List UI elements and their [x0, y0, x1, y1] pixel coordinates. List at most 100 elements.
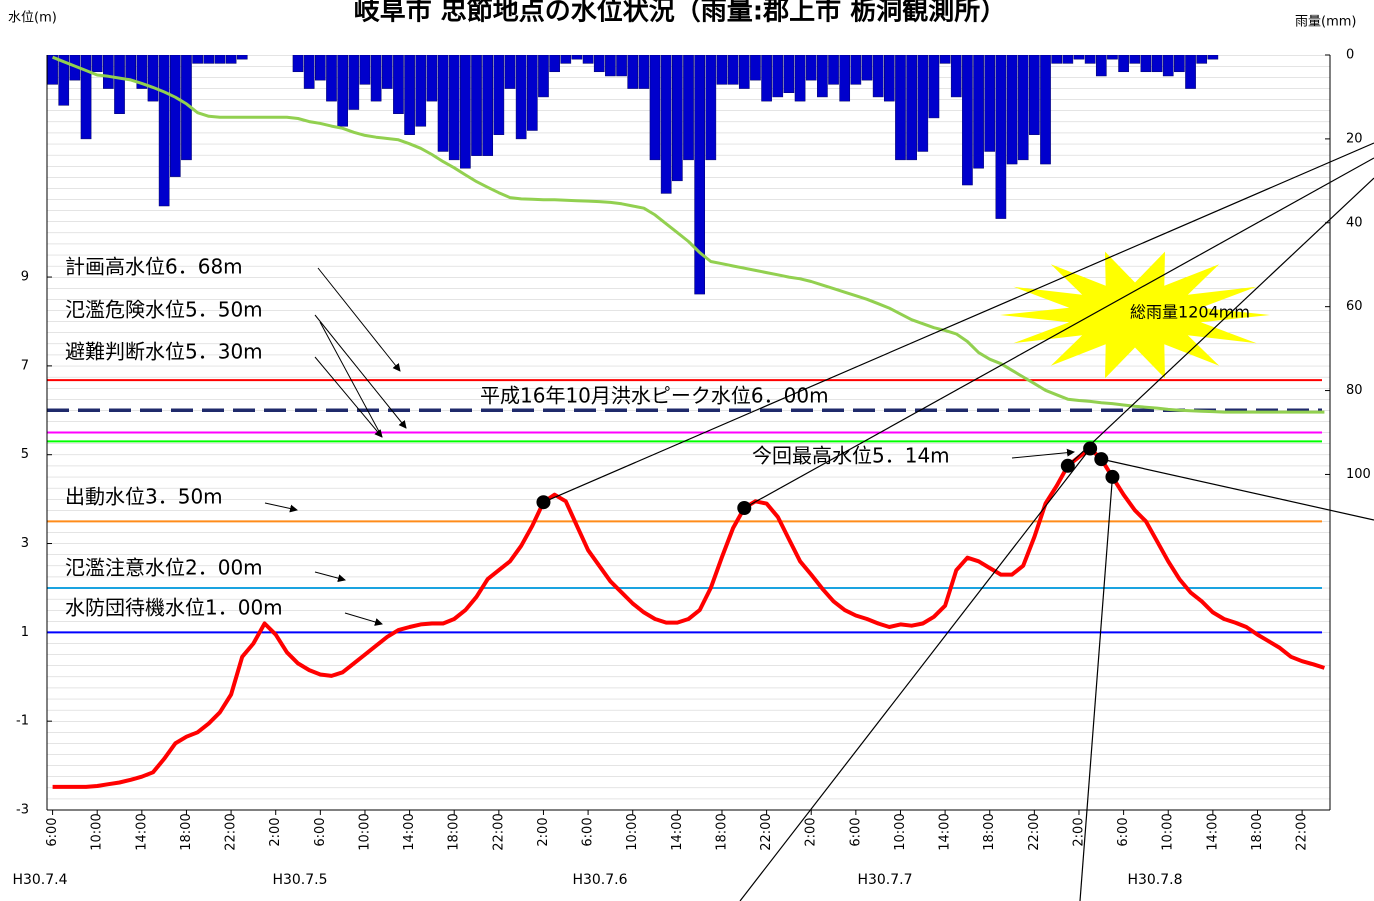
rain-bar [303, 55, 315, 89]
rain-bar [1073, 55, 1085, 60]
rain-bar [861, 55, 873, 81]
rain-bar [381, 55, 393, 89]
rain-bar [738, 55, 750, 89]
rain-bar [883, 55, 895, 102]
rain-bar [1151, 55, 1163, 73]
rain-bar [560, 55, 572, 64]
x-tick-label: 14:00 [670, 813, 685, 850]
rain-bar [1006, 55, 1018, 165]
reference-label: 氾濫危険水位5．50m [65, 298, 263, 322]
chart-title: 岐阜市 忠節地点の水位状況（雨量:郡上市 栃洞観測所） [354, 0, 1007, 27]
rain-bar [359, 55, 371, 85]
highlight-dot [1105, 469, 1120, 484]
rain-bar [828, 55, 839, 85]
y2-tick-label: 100 [1346, 467, 1371, 482]
rain-bar [326, 55, 337, 102]
x-tick-label: 10:00 [625, 813, 640, 850]
rain-bar [1207, 55, 1219, 60]
date-label: H30.7.8 [1127, 872, 1182, 888]
x-tick-label: 6:00 [313, 817, 328, 846]
plot-layer: -3 -1 1 3 5 7 9 0 20 40 60 80 100 6:00 10:00 14:00 18:00… [12, 48, 1374, 901]
x-tick-label: 14:00 [938, 813, 953, 850]
rain-bar [928, 55, 940, 119]
x-tick-label: 18:00 [1250, 813, 1265, 850]
rain-bar [493, 55, 505, 135]
rain-bar [337, 55, 348, 127]
reference-arrow [319, 321, 383, 438]
reference-label: 避難判断水位5．30m [65, 340, 263, 364]
rain-bar [917, 55, 929, 152]
x-tick-label: 22:00 [491, 813, 506, 850]
x-tick-label: 10:00 [90, 813, 105, 850]
rain-bar [1095, 55, 1107, 77]
y2-tick-label: 0 [1346, 48, 1354, 63]
rain-bar [1017, 55, 1029, 161]
x-tick-label: 14:00 [402, 813, 417, 850]
rain-bar [448, 55, 460, 161]
y-tick-label: 9 [21, 270, 29, 285]
date-label: H30.7.5 [272, 872, 327, 888]
reference-arrow [317, 267, 401, 372]
rain-bar [114, 55, 125, 114]
y-tick-label: -1 [16, 714, 29, 729]
rain-bar [1062, 55, 1074, 64]
x-tick-label: 18:00 [714, 813, 729, 850]
x-tick-label: 18:00 [447, 813, 462, 850]
rain-bar [672, 55, 683, 182]
rain-bar [783, 55, 795, 93]
y-tick-label: 3 [21, 536, 29, 551]
highlight-dot [737, 501, 752, 515]
rain-bar [58, 55, 70, 106]
rain-bar [627, 55, 639, 89]
y-tick-label: -3 [16, 803, 29, 818]
rain-bar [471, 55, 482, 156]
rain-bar [192, 55, 203, 64]
x-tick-label: 22:00 [224, 813, 239, 850]
rain-bar [482, 55, 494, 156]
rain-bar [683, 55, 694, 161]
date-label: H30.7.6 [572, 872, 627, 888]
callout-line [1067, 177, 1374, 467]
y2-axis-label: 雨量(mm) [1295, 15, 1356, 30]
x-tick-label: 6:00 [848, 817, 863, 846]
rain-bar [649, 55, 661, 161]
rain-bar [1185, 55, 1196, 89]
reference-arrow [264, 502, 298, 513]
callout-line [739, 448, 1091, 901]
rain-bar [103, 55, 114, 89]
highlight-dot [1094, 452, 1109, 467]
rain-bar [694, 55, 705, 295]
x-tick-label: 2:00 [1071, 817, 1086, 846]
x-tick-label: 10:00 [357, 813, 372, 850]
rain-bar [1107, 55, 1118, 60]
water-level-line [52, 55, 1325, 414]
rain-bar [1196, 55, 1208, 64]
reference-arrow [314, 314, 407, 429]
reference-label: 水防団待機水位1．00m [65, 596, 283, 620]
x-tick-label: 2:00 [804, 817, 819, 846]
rain-bar [292, 55, 304, 73]
rain-bar [404, 55, 415, 135]
rain-bar [236, 55, 248, 60]
reference-arrow [314, 356, 383, 438]
x-tick-label: 22:00 [1295, 813, 1310, 850]
rain-bar [716, 55, 728, 85]
rain-bar [1129, 55, 1141, 64]
reference-arrow [314, 571, 346, 583]
rain-bar [515, 55, 527, 140]
x-tick-label: 2:00 [536, 817, 551, 846]
rain-bar [906, 55, 917, 161]
rain-bar [426, 55, 438, 102]
rain-bar [705, 55, 717, 161]
starburst [1000, 251, 1270, 379]
x-tick-label: 10:00 [893, 813, 908, 850]
reference-label: 出動水位3．50m [65, 485, 223, 509]
rain-bar [582, 55, 594, 64]
x-tick-label: 14:00 [134, 813, 149, 850]
callout-line [743, 157, 1374, 509]
rain-bar [1174, 55, 1185, 73]
rain-bar [794, 55, 806, 102]
callout-line [1079, 476, 1114, 901]
x-tick-label: 22:00 [1027, 813, 1042, 850]
